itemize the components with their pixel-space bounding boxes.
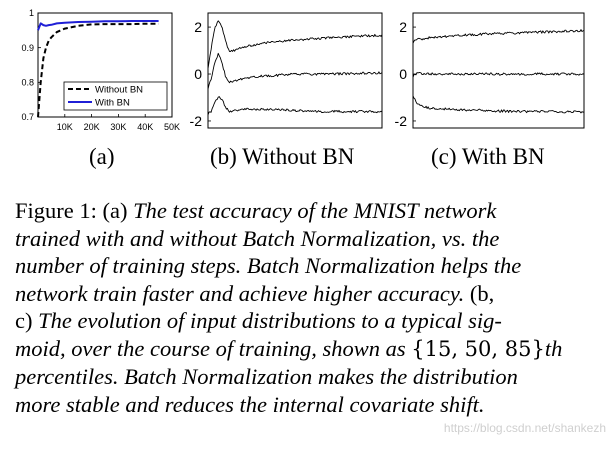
panel-a-frame (37, 12, 173, 118)
panel-a-legend: Without BN With BN (63, 81, 168, 111)
ytick-label-a: 0.7 (21, 112, 34, 122)
series-line-b-1 (207, 20, 383, 69)
ytick-label-a: 1 (29, 8, 34, 18)
caption-segment: percentiles. Batch Normalization makes t… (15, 364, 518, 389)
xtick-label-a: 30K (110, 122, 126, 132)
series-line-b-3 (207, 96, 383, 116)
panel-b-caption: (b) Without BN (210, 144, 355, 169)
ytick-label-b: -2 (190, 113, 203, 129)
panel-a-caption: (a) (89, 144, 115, 169)
caption-segment: The test accuracy of the MNIST network (133, 198, 497, 223)
caption-line: c) The evolution of input distributions … (15, 307, 605, 335)
series-line-c-3 (412, 95, 585, 114)
series-line-c-2 (412, 72, 585, 78)
caption-segment: moid, over the course of training, shown… (15, 335, 412, 361)
ytick-label-b: 0 (194, 66, 202, 82)
ytick-label-c: 2 (399, 19, 407, 35)
ytick-label-a: 0.9 (21, 43, 34, 53)
xtick-label-a: 10K (57, 122, 73, 132)
panel-c-caption: (c) With BN (431, 144, 545, 169)
caption-segment: number of training steps. Batch Normaliz… (15, 253, 522, 278)
ytick-label-b: 2 (194, 19, 202, 35)
xtick-label-a: 50K (164, 122, 180, 132)
ytick-label-c: -2 (395, 113, 408, 129)
figure-panels: 0.7 0.8 0.9 1 10K 20K 30K 40K 50K Without BN Wi… (21, 8, 585, 169)
caption-line: Figure 1: (a) The test accuracy of the M… (15, 197, 605, 225)
watermark: https://blog.csdn.net/shankezh (443, 421, 606, 435)
series-line-c-1 (412, 29, 585, 44)
legend-label-with-bn: With BN (95, 98, 130, 109)
legend-box (63, 81, 168, 111)
caption-segment: c) (15, 308, 39, 333)
caption-line: more stable and reduces the internal cov… (15, 391, 605, 419)
series-line-a-with-bn (37, 20, 159, 31)
series-line-a-without-bn (37, 22, 159, 118)
legend-label-without-bn: Without BN (95, 85, 143, 96)
caption-line: trained with and without Batch Normaliza… (15, 225, 605, 253)
panel-a: 0.7 0.8 0.9 1 10K 20K 30K 40K 50K Without BN Wi… (21, 8, 180, 169)
caption-segment: network train faster and achieve higher … (15, 280, 465, 306)
xtick-label-a: 20K (84, 122, 100, 132)
panel-c: 2 0 -2 (c) With BN (395, 12, 585, 169)
caption-line: network train faster and achieve higher … (15, 280, 605, 308)
caption-segment: {15, 50, 85} (411, 336, 545, 361)
caption-segment: more stable and reduces the internal cov… (15, 391, 485, 417)
caption-line: number of training steps. Batch Normaliz… (15, 252, 605, 280)
figure-caption: Figure 1: (a) The test accuracy of the M… (15, 197, 605, 418)
caption-line: percentiles. Batch Normalization makes t… (15, 363, 605, 391)
ytick-label-c: 0 (399, 66, 407, 82)
xtick-label-a: 40K (137, 122, 153, 132)
panel-b: -2 0 2 (b) Without BN (190, 12, 383, 169)
caption-segment: (b, (464, 280, 495, 306)
caption-segment: The evolution of input distributions to … (38, 308, 502, 333)
caption-segment: Figure 1: (a) (15, 198, 134, 223)
caption-line: moid, over the course of training, shown… (15, 335, 605, 364)
caption-segment: th (544, 335, 563, 361)
caption-segment: trained with and without Batch Normaliza… (15, 225, 500, 251)
panel-b-frame (207, 12, 383, 129)
panel-c-frame (412, 12, 585, 129)
series-line-b-2 (207, 52, 383, 90)
ytick-label-a: 0.8 (21, 77, 34, 87)
